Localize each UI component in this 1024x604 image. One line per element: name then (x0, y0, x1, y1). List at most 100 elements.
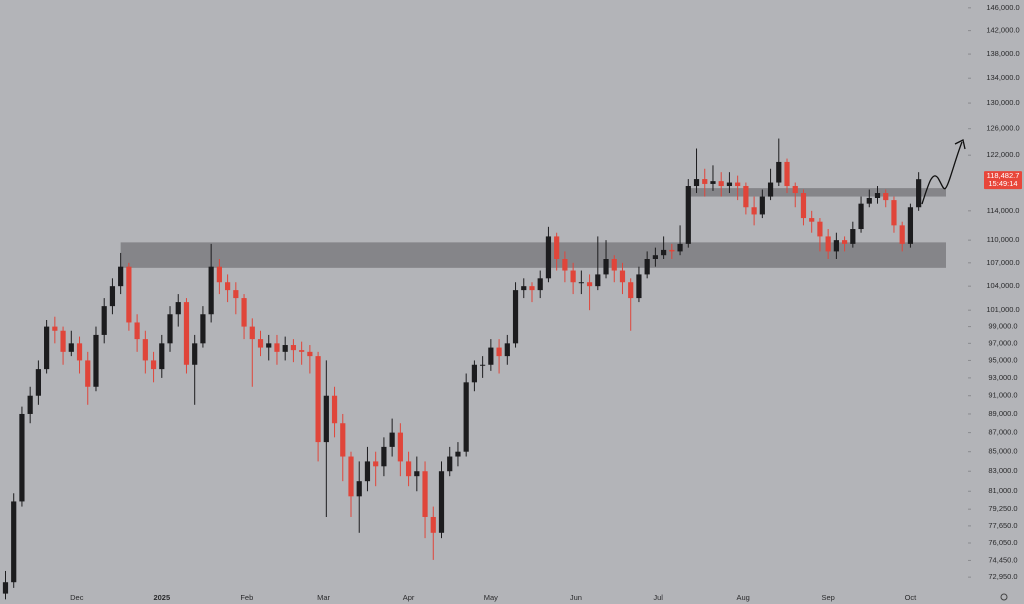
y-tick-label: 85,000.0 (988, 447, 1017, 456)
settings-icon[interactable] (1000, 593, 1008, 601)
y-tick-label: 146,000.0 (986, 3, 1019, 12)
price-label-box (984, 171, 1022, 190)
x-tick-label: Sep (821, 593, 834, 602)
support-zone (120, 242, 946, 268)
candle-body (661, 249, 667, 256)
candle-body (44, 326, 50, 370)
candle-body (842, 240, 848, 244)
candle-body (290, 345, 297, 351)
candle-body (907, 207, 914, 244)
candle-body (537, 278, 543, 291)
candle-body (2, 582, 9, 594)
candle-body (636, 274, 642, 299)
candle-body (521, 286, 527, 291)
candle-body (800, 193, 807, 219)
candle-body (438, 471, 445, 533)
candle-body (249, 326, 255, 340)
y-tick-label: 81,000.0 (988, 486, 1017, 495)
candle-body (554, 236, 560, 260)
candle-body (603, 259, 609, 275)
y-tick-label: 99,000.0 (988, 322, 1017, 331)
projection-arrow (921, 141, 963, 205)
candle-body (414, 471, 420, 477)
candle-body (825, 236, 831, 252)
candle-body (142, 339, 148, 361)
candle-body (241, 298, 247, 327)
candle-body (274, 343, 280, 352)
candles (2, 138, 922, 600)
candle-body (874, 193, 881, 198)
candle-body (677, 243, 683, 252)
candle-body (480, 364, 486, 366)
candle-body (833, 240, 839, 252)
last-price-label: 118,482.7 (987, 171, 1020, 180)
candle-body (11, 501, 17, 583)
candle-body (743, 186, 749, 208)
candle-body (471, 364, 478, 383)
y-tick-label: 114,000.0 (987, 206, 1020, 215)
candle-body (167, 314, 173, 344)
zones (120, 188, 946, 268)
candle-body (586, 282, 593, 287)
candle-body (340, 423, 346, 457)
arrow-head (954, 139, 966, 150)
candle-body (118, 266, 124, 287)
support-zone (688, 188, 946, 197)
candle-body (331, 395, 338, 424)
countdown-label: 15:49:14 (988, 179, 1017, 188)
candle-body (109, 286, 116, 307)
y-tick-label: 130,000.0 (986, 98, 1019, 107)
candle-body (628, 282, 634, 299)
x-tick-label: Apr (403, 593, 415, 602)
candle-body (405, 461, 412, 477)
candle-body (307, 351, 313, 357)
x-tick-label: May (484, 593, 498, 602)
candle-body (685, 186, 691, 244)
candle-body (447, 456, 453, 472)
x-tick-label: Dec (70, 593, 84, 602)
candle-body (52, 326, 58, 331)
candle-body (373, 461, 379, 467)
y-tick-label: 79,250.0 (988, 504, 1017, 513)
candle-body (381, 446, 387, 467)
candle-body (101, 306, 107, 335)
x-tick-label: 2025 (153, 593, 170, 602)
candle-body (455, 451, 461, 457)
candle-body (85, 360, 91, 387)
candle-body (233, 290, 239, 299)
candle-body (282, 345, 288, 352)
candle-body (916, 179, 922, 208)
candle-body (27, 395, 33, 414)
candle-body (364, 461, 371, 482)
candle-body (68, 343, 74, 352)
candle-body (611, 259, 617, 271)
y-tick-label: 87,000.0 (988, 428, 1017, 437)
y-tick-label: 134,000.0 (986, 73, 1019, 82)
candle-body (570, 270, 576, 283)
candle-body (175, 302, 181, 315)
candle-body (150, 360, 157, 370)
axes: 146,000.0 142,000.0 138,000.0 134,000.0 130,… (70, 3, 1022, 602)
candle-body (702, 179, 708, 184)
candle-body (60, 330, 66, 352)
candle-body (529, 286, 535, 291)
candle-body (422, 471, 428, 517)
y-tick-label: 83,000.0 (988, 466, 1017, 475)
candle-body (883, 193, 889, 201)
x-tick-label: Oct (905, 593, 918, 602)
candle-body (323, 395, 329, 443)
candle-body (192, 343, 198, 365)
candle-body (578, 282, 584, 284)
candle-body (866, 197, 872, 204)
candle-body (126, 266, 132, 323)
candle-body (208, 266, 214, 315)
candle-body (693, 179, 700, 187)
candle-body (257, 339, 264, 348)
y-tick-label: 91,000.0 (988, 391, 1017, 400)
y-tick-label: 95,000.0 (988, 355, 1017, 364)
candle-body (899, 225, 905, 244)
candle-body (512, 290, 519, 344)
x-tick-label: Aug (736, 593, 749, 602)
